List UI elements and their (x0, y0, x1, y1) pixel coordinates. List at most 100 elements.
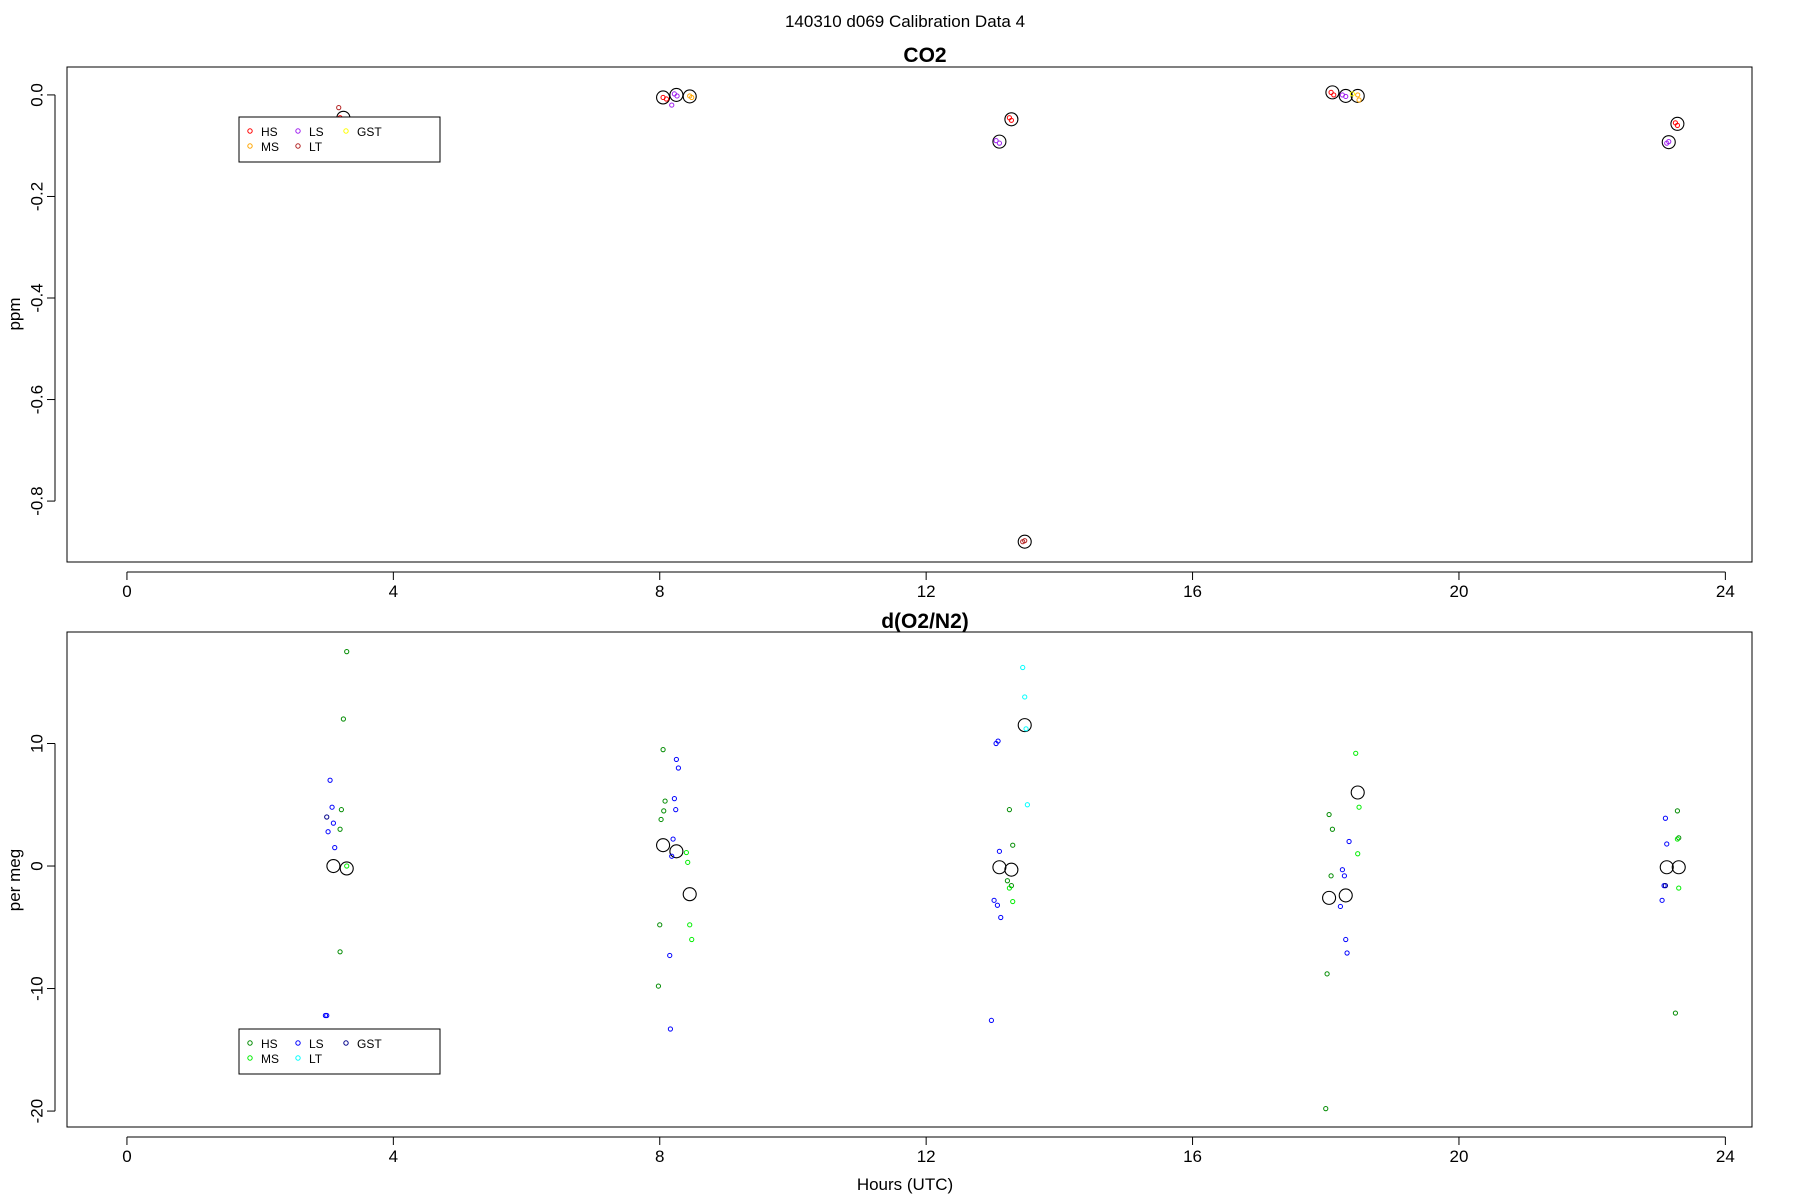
o2n2-data-point (1341, 873, 1348, 879)
co2-data-point (1355, 92, 1361, 98)
o2n2-mean-marker (682, 887, 697, 902)
co2-data-point (663, 96, 670, 102)
o2n2-data-point (1355, 851, 1361, 857)
o2n2-mean-marker (1322, 890, 1337, 905)
o2n2-data-point (324, 814, 330, 820)
o2n2-data-point (340, 716, 346, 722)
co2-legend-label: HS (261, 125, 278, 139)
o2n2-mean-marker (1659, 860, 1674, 875)
co2-y-tick-label: -0.2 (28, 182, 47, 211)
co2-mean-marker (656, 90, 671, 105)
o2n2-data-point (325, 829, 331, 835)
o2n2-data-point (669, 853, 675, 859)
o2n2-panel: d(O2/N2) 10 0 -10 -20 0 4 8 12 16 20 24 per meg H… (5, 610, 1753, 1194)
o2n2-data-point (1010, 898, 1016, 905)
co2-y-tick-label: -0.8 (28, 486, 47, 515)
o2n2-data-point (330, 820, 337, 826)
co2-legend-label: LT (309, 140, 323, 154)
co2-data-point (993, 138, 999, 144)
co2-y-tick-label: -0.6 (28, 385, 47, 414)
co2-mean-marker (1338, 88, 1353, 103)
co2-mean-marker (1004, 112, 1019, 127)
o2n2-mean-marker (992, 860, 1007, 875)
co2-data-point (1022, 538, 1028, 544)
o2n2-x-tick-label: 16 (1183, 1147, 1202, 1166)
co2-data-point (689, 94, 695, 101)
o2n2-mean-marker (1350, 785, 1365, 800)
o2n2-data-point (991, 897, 997, 903)
co2-plot-frame (66, 66, 1753, 563)
o2n2-data-point (1346, 838, 1352, 845)
o2n2-data-point (998, 914, 1004, 921)
o2n2-data-point (1022, 694, 1028, 700)
o2n2-legend-label: MS (261, 1052, 279, 1066)
o2n2-data-point (662, 798, 668, 804)
co2-legend-label: GST (357, 125, 382, 139)
co2-data-point (669, 102, 675, 108)
o2n2-data-point (685, 859, 691, 865)
o2n2-data-point (673, 756, 679, 763)
co2-legend-marker (343, 128, 349, 134)
o2n2-data-point (1672, 1010, 1679, 1016)
o2n2-x-tick-label: 4 (389, 1147, 398, 1166)
o2n2-y-tick-label: -10 (28, 976, 47, 1001)
o2n2-legend-marker (295, 1055, 301, 1061)
o2n2-data-point (338, 807, 344, 813)
o2n2-data-point (1353, 750, 1359, 756)
o2n2-data-point (1326, 811, 1332, 818)
co2-mean-marker (1325, 85, 1340, 100)
o2n2-y-tick-label: 10 (28, 734, 47, 753)
co2-data-point (996, 140, 1003, 146)
o2n2-data-point (675, 765, 681, 771)
o2n2-mean-markers (326, 718, 1686, 905)
o2n2-data-point (1344, 950, 1350, 956)
o2n2-legend-marker (295, 1040, 301, 1046)
co2-data-point (674, 93, 680, 99)
co2-x-axis: 0 4 8 12 16 20 24 (122, 571, 1735, 601)
x-axis-label: Hours (UTC) (857, 1175, 953, 1194)
o2n2-legend-marker (247, 1055, 253, 1061)
co2-legend-box (238, 116, 441, 163)
co2-x-tick-label: 0 (122, 582, 131, 601)
o2n2-mean-marker (339, 861, 354, 876)
co2-data-point (336, 105, 342, 111)
o2n2-y-label: per meg (5, 849, 24, 911)
o2n2-data-point (1006, 807, 1013, 813)
o2n2-data-point (1329, 826, 1336, 832)
o2n2-data-point (1006, 885, 1013, 891)
o2n2-mean-marker (1338, 888, 1353, 903)
o2n2-data-point (673, 807, 679, 813)
o2n2-data-point (344, 863, 350, 869)
o2n2-data-point (660, 747, 666, 753)
co2-x-tick-label: 12 (917, 582, 936, 601)
o2n2-data-point (1676, 885, 1682, 891)
o2n2-x-tick-label: 24 (1716, 1147, 1735, 1166)
co2-data-point (1328, 89, 1334, 95)
co2-mean-marker (1670, 116, 1685, 131)
co2-x-tick-label: 20 (1449, 582, 1468, 601)
o2n2-data-point (1674, 808, 1681, 814)
o2n2-data-point (344, 649, 350, 655)
o2n2-data-point (1676, 835, 1682, 841)
co2-legend-label: MS (261, 140, 279, 154)
o2n2-x-tick-label: 0 (122, 1147, 131, 1166)
co2-legend-marker (247, 128, 253, 134)
o2n2-legend-marker (343, 1040, 349, 1046)
o2n2-y-axis: 10 0 -10 -20 (28, 734, 56, 1123)
co2-panel: CO2 0.0-0.2-0.4-0.6-0.8 0 4 8 12 16 20 24 ppm … (5, 44, 1753, 601)
co2-x-tick-label: 24 (1716, 582, 1735, 601)
o2n2-data-point (1339, 867, 1346, 873)
o2n2-data-point (1674, 836, 1681, 842)
co2-x-tick-label: 8 (655, 582, 664, 601)
co2-data-point (1349, 91, 1355, 97)
co2-y-tick-label: 0.0 (28, 83, 47, 107)
o2n2-legend-marker (247, 1040, 253, 1046)
co2-mean-marker (992, 134, 1007, 149)
o2n2-data-point (670, 836, 676, 842)
o2n2-data-point (1659, 897, 1665, 903)
o2n2-plot-frame (66, 631, 1753, 1128)
o2n2-data-point (657, 922, 663, 928)
